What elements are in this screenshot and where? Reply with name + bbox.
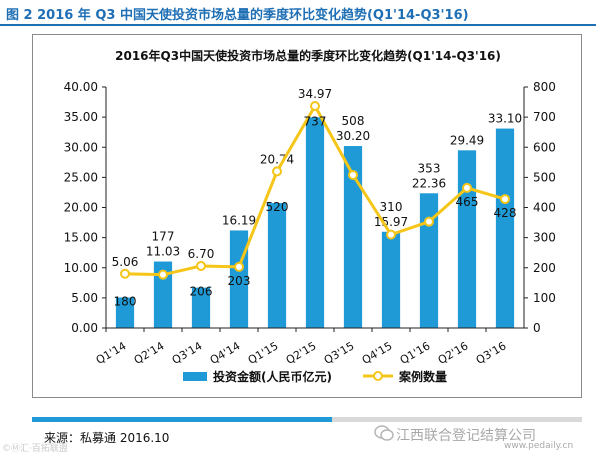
bar-value-label: 6.70 (188, 247, 215, 261)
right-tick-label: 500 (533, 170, 556, 184)
watermark-right: 江西联合登记结算公司 (396, 428, 536, 444)
right-tick-label: 700 (533, 110, 556, 124)
combo-chart: 2016年Q3中国天使投资市场总量的季度环比变化趋势(Q1'14-Q3'16) … (64, 48, 556, 384)
bar (419, 193, 439, 328)
line-point (462, 182, 472, 193)
left-tick-label: 25.00 (64, 170, 98, 184)
x-tick-label: Q3'14 (170, 339, 205, 367)
x-tick-label: Q2'15 (284, 339, 319, 367)
line-value-label: 206 (190, 285, 213, 299)
x-tick-label: Q3'16 (474, 339, 509, 367)
watermark-url: www.pedaily.cn (504, 441, 574, 451)
right-tick-label: 800 (533, 80, 556, 94)
line-value-label: 737 (304, 114, 327, 128)
bar-value-label: 16.19 (222, 213, 256, 227)
left-tick-label: 15.00 (64, 231, 98, 245)
left-tick-label: 10.00 (64, 261, 98, 275)
line-value-label: 310 (380, 200, 403, 214)
left-tick-label: 40.00 (64, 80, 98, 94)
left-tick-label: 20.00 (64, 201, 98, 215)
line-point (500, 194, 510, 205)
x-tick-label: Q2'16 (436, 339, 471, 367)
left-tick-label: 30.00 (64, 140, 98, 154)
caption-divider (0, 24, 596, 26)
figure-caption: 图 2 2016 年 Q3 中国天使投资市场总量的季度环比变化趋势(Q1'14-… (6, 8, 469, 23)
x-axis: Q1'14 Q2'14 Q3'14 Q4'14 Q1'15 Q2'15 Q3'15 Q4'15… (94, 327, 524, 367)
x-tick-label: Q1'14 (94, 339, 129, 367)
right-y-axis: 0 100 200 300 400 500 600 700 800 (523, 80, 556, 335)
line-point (310, 100, 320, 111)
bar (343, 146, 363, 328)
legend-swatch-marker (373, 371, 383, 381)
bar (305, 117, 325, 328)
line-value-label: 177 (152, 230, 175, 244)
bar (267, 203, 287, 328)
line-point (386, 229, 396, 240)
bar (495, 128, 515, 328)
chart-frame: 2016年Q3中国天使投资市场总量的季度环比变化趋势(Q1'14-Q3'16) … (32, 34, 582, 398)
bar (191, 287, 211, 328)
bar (381, 231, 401, 328)
bar (115, 297, 135, 328)
bar-value-label: 20.74 (260, 152, 294, 166)
line-point (272, 166, 282, 177)
x-tick-label: Q4'14 (208, 339, 243, 367)
right-tick-label: 400 (533, 201, 556, 215)
x-tick-label: Q4'15 (360, 339, 395, 367)
line-point (424, 216, 434, 227)
bar (457, 150, 477, 328)
legend-swatch-bar (183, 372, 207, 381)
x-tick-label: Q3'15 (322, 339, 357, 367)
right-tick-label: 600 (533, 140, 556, 154)
bar (153, 261, 173, 328)
line-value-label: 508 (342, 114, 365, 128)
bar-value-label: 30.20 (336, 129, 370, 143)
line-value-label: 180 (114, 295, 137, 309)
left-tick-label: 0.00 (71, 321, 98, 335)
bar-value-label: 5.06 (112, 255, 139, 269)
left-y-axis: 0.00 5.00 10.00 15.00 20.00 25.00 30.00 35.00 40… (64, 80, 107, 335)
right-tick-label: 100 (533, 291, 556, 305)
legend-label-line: 案例数量 (398, 369, 447, 384)
line-value-label: 203 (228, 274, 251, 288)
watermark-left: ©Ⓜ汇·百拓联盟 (2, 444, 68, 454)
bar-data-labels: 5.06 11.03 6.70 16.19 20.74 34.97 30.20 15.97 22… (112, 87, 523, 269)
chart-title: 2016年Q3中国天使投资市场总量的季度环比变化趋势(Q1'14-Q3'16) (115, 48, 501, 63)
bar-value-label: 11.03 (146, 245, 180, 259)
left-tick-label: 35.00 (64, 110, 98, 124)
source-note: 来源：私募通 2016.10 (44, 431, 170, 445)
left-tick-label: 5.00 (71, 291, 98, 305)
line-point (120, 268, 130, 279)
line-data-labels: 180 177 206 203 520 737 508 310 353 465 428 (114, 114, 517, 308)
legend-label-bar: 投资金额(人民币亿元) (213, 369, 332, 384)
line-point (158, 269, 168, 280)
line-value-label: 465 (456, 195, 479, 209)
bar-value-label: 15.97 (374, 215, 408, 229)
line-point (348, 169, 358, 180)
bar-value-label: 29.49 (450, 133, 484, 147)
legend: 投资金额(人民币亿元) 案例数量 (183, 369, 447, 384)
bar-series-investment (115, 117, 515, 328)
line-point (234, 261, 244, 272)
bar-value-label: 22.36 (412, 176, 446, 190)
line-value-label: 520 (266, 200, 289, 214)
bar-value-label: 34.97 (298, 87, 332, 101)
right-tick-label: 0 (533, 321, 541, 335)
x-tick-label: Q1'15 (246, 339, 281, 367)
right-tick-label: 300 (533, 231, 556, 245)
wechat-icon (374, 425, 394, 441)
x-tick-label: Q1'16 (398, 339, 433, 367)
right-tick-label: 200 (533, 261, 556, 275)
line-value-label: 428 (494, 206, 517, 220)
x-tick-label: Q2'14 (132, 339, 167, 367)
line-series-deals (120, 100, 510, 280)
bar-value-label: 33.10 (488, 112, 522, 126)
line-point (196, 260, 206, 271)
footer-accent-bar (32, 417, 332, 422)
line-value-label: 353 (418, 161, 441, 175)
